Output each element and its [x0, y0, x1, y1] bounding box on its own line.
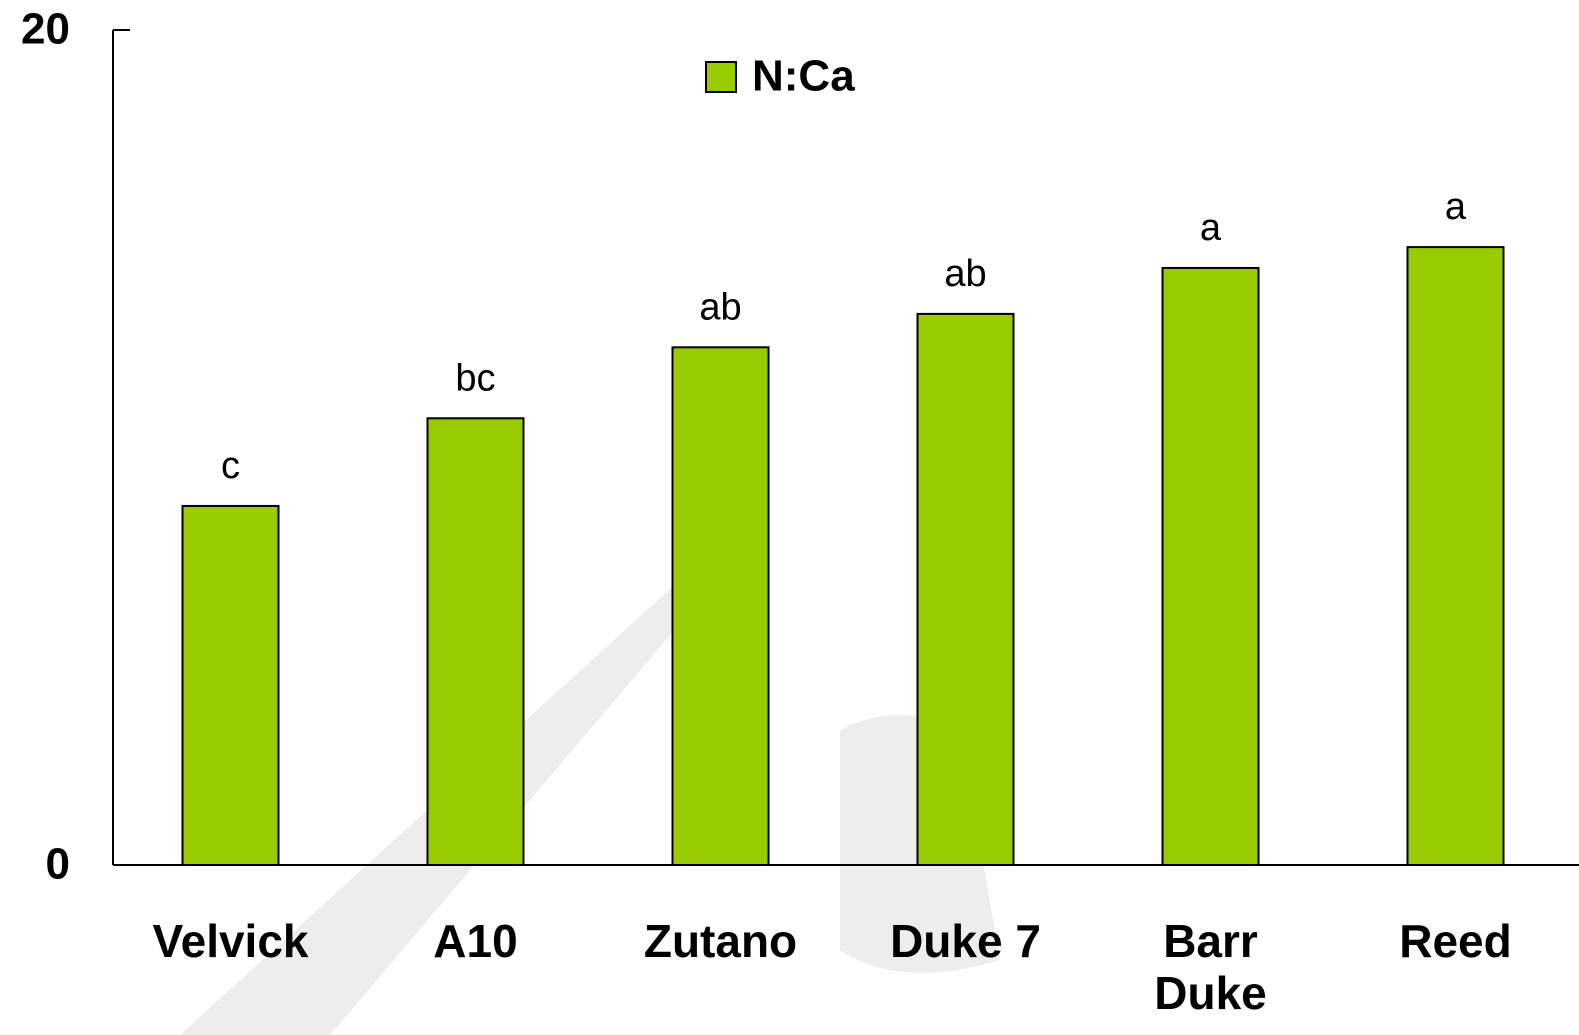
- significance-label: c: [221, 445, 240, 487]
- page: {"chart_data": {"type": "bar", "categori…: [0, 0, 1579, 1035]
- significance-label: a: [1200, 207, 1222, 249]
- chart: 0 20 c bc ab ab a a N:Ca: [0, 0, 1579, 1035]
- x-tick-label: Velvick: [131, 915, 331, 967]
- x-tick-label: Barr Duke: [1111, 915, 1311, 1019]
- x-tick-label: Reed: [1356, 915, 1556, 967]
- bar: [1408, 247, 1504, 865]
- significance-label: ab: [944, 253, 986, 295]
- significance-label: a: [1445, 186, 1467, 228]
- y-tick-label: 20: [21, 5, 70, 54]
- bar: [183, 506, 279, 865]
- bar: [673, 347, 769, 865]
- legend-label: N:Ca: [752, 52, 855, 101]
- x-tick-label: Duke 7: [866, 915, 1066, 967]
- significance-label: bc: [455, 357, 495, 399]
- bar: [918, 314, 1014, 865]
- y-tick-label: 0: [46, 840, 70, 889]
- x-tick-label: A10: [376, 915, 576, 967]
- legend-swatch: [706, 62, 736, 92]
- x-tick-label: Zutano: [621, 915, 821, 967]
- significance-label: ab: [699, 286, 741, 328]
- bar: [428, 418, 524, 865]
- bar: [1163, 268, 1259, 865]
